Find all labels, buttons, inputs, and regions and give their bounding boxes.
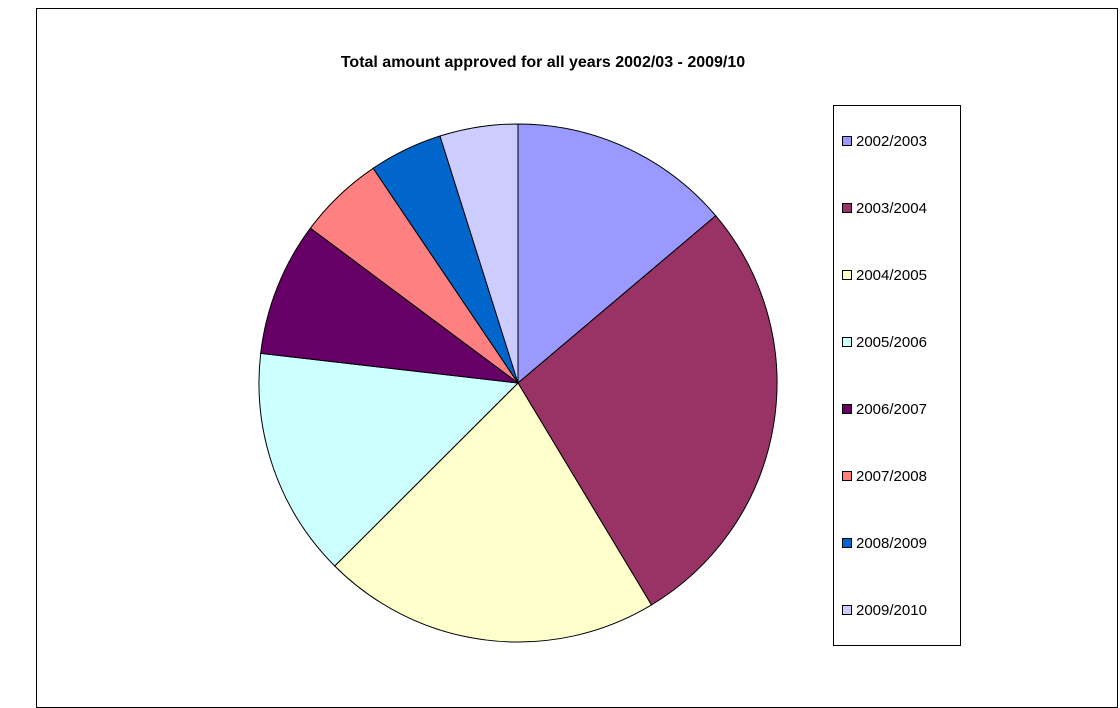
pie-slice-2009-2010 — [439, 123, 519, 384]
legend-swatch — [842, 605, 852, 615]
chart-title: Total amount approved for all years 2002… — [340, 54, 746, 71]
legend-swatch — [842, 136, 852, 146]
legend-label: 2002/2003 — [856, 132, 927, 150]
legend-item-2007-2008: 2007/2008 — [842, 466, 927, 486]
pie-slice-2002-2003 — [517, 123, 717, 385]
pie-chart — [258, 123, 778, 643]
pie-slice-2004-2005 — [334, 382, 653, 643]
legend-label: 2005/2006 — [856, 333, 927, 351]
legend-label: 2006/2007 — [856, 400, 927, 418]
chart-legend: 2002/2003 2003/2004 2004/2005 2005/2006 2006… — [833, 105, 961, 646]
legend-label: 2008/2009 — [856, 534, 927, 552]
legend-label: 2004/2005 — [856, 266, 927, 284]
legend-swatch — [842, 538, 852, 548]
legend-label: 2003/2004 — [856, 199, 927, 217]
legend-swatch — [842, 404, 852, 414]
pie-slice-2006-2007 — [260, 227, 520, 384]
legend-label: 2007/2008 — [856, 467, 927, 485]
legend-item-2002-2003: 2002/2003 — [842, 131, 927, 151]
legend-item-2004-2005: 2004/2005 — [842, 265, 927, 285]
pie-slice-2003-2004 — [517, 215, 778, 606]
legend-swatch — [842, 471, 852, 481]
legend-label: 2009/2010 — [856, 601, 927, 619]
pie-slice-2005-2006 — [258, 352, 520, 567]
legend-item-2009-2010: 2009/2010 — [842, 600, 927, 620]
legend-item-2003-2004: 2003/2004 — [842, 198, 927, 218]
legend-item-2005-2006: 2005/2006 — [842, 332, 927, 352]
legend-swatch — [842, 270, 852, 280]
legend-item-2006-2007: 2006/2007 — [842, 399, 927, 419]
legend-swatch — [842, 337, 852, 347]
legend-item-2008-2009: 2008/2009 — [842, 533, 927, 553]
legend-swatch — [842, 203, 852, 213]
